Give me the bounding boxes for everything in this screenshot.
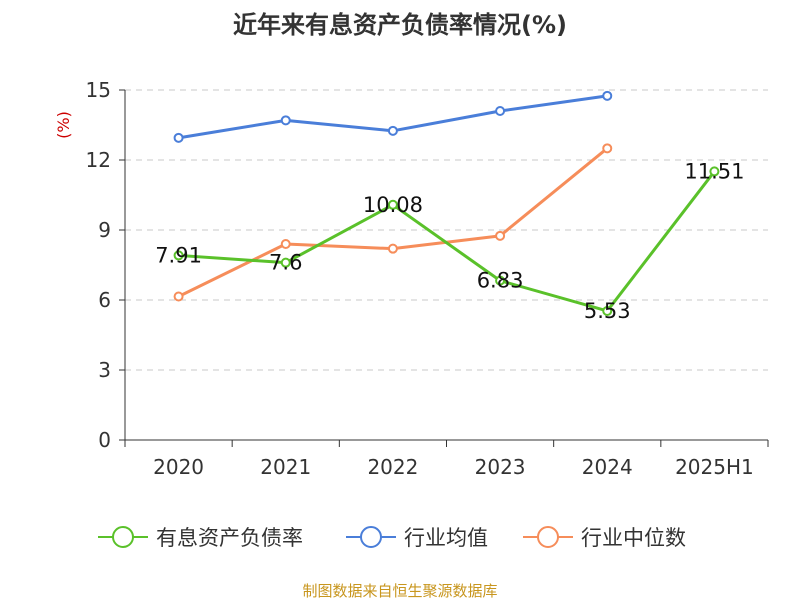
y-tick-label: 6 (98, 288, 111, 312)
y-tick-label: 0 (98, 428, 111, 452)
axis-layer: 0 3 6 9 12 15 2020 2021 2022 2023 2024 2025H1 (86, 78, 769, 479)
x-tick-label: 2023 (475, 455, 526, 479)
data-point (387, 125, 398, 136)
legend-marker (112, 526, 134, 548)
data-label-layer: 7.91 7.6 10.08 6.83 5.53 11.51 (155, 159, 744, 323)
grid-layer (125, 89, 768, 371)
y-axis-unit: (%) (54, 111, 73, 139)
x-tick-label: 2025H1 (675, 455, 754, 479)
x-tick-label: 2020 (153, 455, 204, 479)
data-label: 6.83 (477, 269, 524, 293)
legend-label: 行业中位数 (581, 526, 686, 550)
data-point (495, 275, 506, 286)
y-tick-label: 3 (98, 358, 111, 382)
legend-marker (537, 526, 559, 548)
data-point (280, 257, 291, 268)
data-point (173, 250, 184, 261)
chart-title: 近年来有息资产负债率情况(%) (233, 11, 567, 39)
legend-label: 有息资产负债率 (156, 526, 303, 550)
source-note: 制图数据来自恒生聚源数据库 (302, 582, 497, 600)
y-tick-label: 12 (86, 148, 111, 172)
data-point (602, 305, 613, 316)
data-point (602, 143, 613, 154)
data-label: 11.51 (684, 159, 744, 183)
legend: 有息资产负债率 行业均值 行业中位数 (98, 526, 686, 550)
series-line (177, 169, 716, 313)
y-tick-label: 9 (98, 218, 111, 242)
data-point (387, 243, 398, 254)
data-point (495, 230, 506, 241)
legend-label: 行业均值 (404, 526, 488, 550)
y-tick-label: 15 (86, 78, 111, 102)
legend-marker (360, 526, 382, 548)
data-point (709, 166, 720, 177)
series-layer (173, 90, 720, 316)
data-label: 10.08 (363, 193, 423, 217)
x-tick-label: 2021 (260, 455, 311, 479)
data-label: 7.6 (269, 251, 302, 275)
data-point (173, 291, 184, 302)
data-point (280, 239, 291, 249)
data-point (173, 132, 184, 143)
data-point (495, 106, 506, 116)
series-line (177, 146, 609, 298)
x-tick-label: 2024 (582, 455, 633, 479)
data-point (280, 115, 291, 126)
x-tick-label: 2022 (367, 455, 418, 479)
data-point (602, 90, 613, 101)
data-label: 7.91 (155, 243, 202, 267)
data-label: 5.53 (584, 299, 631, 323)
data-point (387, 199, 398, 210)
